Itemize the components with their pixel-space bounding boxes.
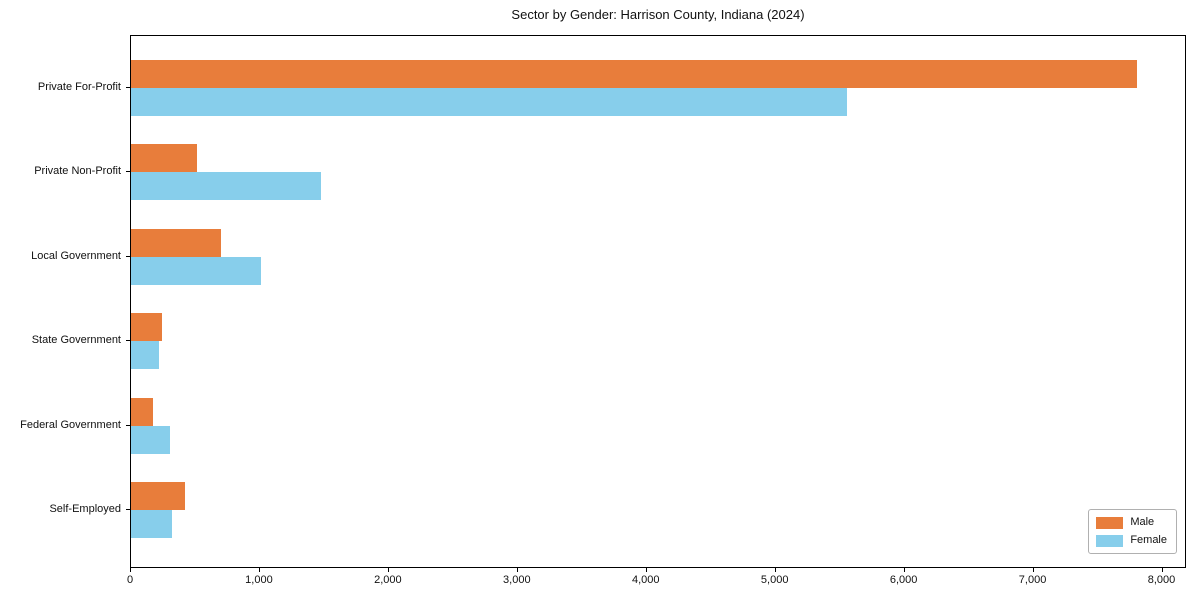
legend: Male Female xyxy=(1088,509,1177,554)
ytick-label-self-employed: Self-Employed xyxy=(49,503,121,515)
legend-entry-female: Female xyxy=(1096,534,1167,547)
legend-swatch-female xyxy=(1096,534,1124,547)
xtick-mark xyxy=(516,568,518,572)
legend-label-female: Female xyxy=(1130,534,1167,546)
bar-female-state-government xyxy=(131,341,159,370)
ytick-label-state-government: State Government xyxy=(31,334,121,347)
xtick-label-3-000: 3,000 xyxy=(503,574,531,586)
ytick-label-local-government: Local Government xyxy=(31,249,121,262)
xtick-mark xyxy=(130,568,131,572)
bar-female-private-non-profit xyxy=(131,172,321,201)
xtick-label-8-000: 8,000 xyxy=(1147,574,1176,586)
xtick-mark xyxy=(1032,568,1034,572)
ytick-mark xyxy=(126,509,130,510)
ytick-mark xyxy=(126,255,130,257)
ytick-mark xyxy=(126,87,130,88)
ytick-label-private-for-profit: Private For-Profit xyxy=(37,81,121,93)
bar-female-self-employed xyxy=(131,510,172,538)
bar-male-self-employed xyxy=(131,482,185,510)
bar-female-local-government xyxy=(131,256,261,285)
bar-male-federal-government xyxy=(131,397,153,426)
xtick-label-7-000: 7,000 xyxy=(1018,574,1047,586)
xtick-label-1-000: 1,000 xyxy=(245,574,273,586)
xtick-label-4-000: 4,000 xyxy=(631,574,660,586)
bar-male-local-government xyxy=(131,228,221,257)
xtick-mark xyxy=(387,568,389,572)
xtick-mark xyxy=(258,568,260,572)
ytick-label-private-non-profit: Private Non-Profit xyxy=(34,165,121,178)
bar-male-private-non-profit xyxy=(131,144,197,173)
xtick-mark xyxy=(903,568,905,572)
xtick-label-6-000: 6,000 xyxy=(889,574,918,586)
ytick-mark xyxy=(126,340,130,342)
xtick-label-2-000: 2,000 xyxy=(374,574,402,586)
ytick-mark xyxy=(126,171,130,173)
bar-male-private-for-profit xyxy=(131,60,1137,88)
bar-female-private-for-profit xyxy=(131,88,847,116)
xtick-label-0: 0 xyxy=(126,574,134,586)
xtick-mark xyxy=(1161,568,1163,572)
bar-female-federal-government xyxy=(131,425,170,454)
chart-title: Sector by Gender: Harrison County, India… xyxy=(511,7,805,22)
bar-male-state-government xyxy=(131,313,162,342)
plot-area: Male Female xyxy=(130,35,1186,568)
xtick-mark xyxy=(774,568,776,572)
legend-label-male: Male xyxy=(1130,516,1155,528)
legend-swatch-male xyxy=(1096,516,1124,529)
ytick-label-federal-government: Federal Government xyxy=(20,418,121,431)
legend-entry-male: Male xyxy=(1096,516,1167,529)
ytick-mark xyxy=(126,424,130,426)
xtick-label-5-000: 5,000 xyxy=(760,574,789,586)
xtick-mark xyxy=(645,568,647,572)
